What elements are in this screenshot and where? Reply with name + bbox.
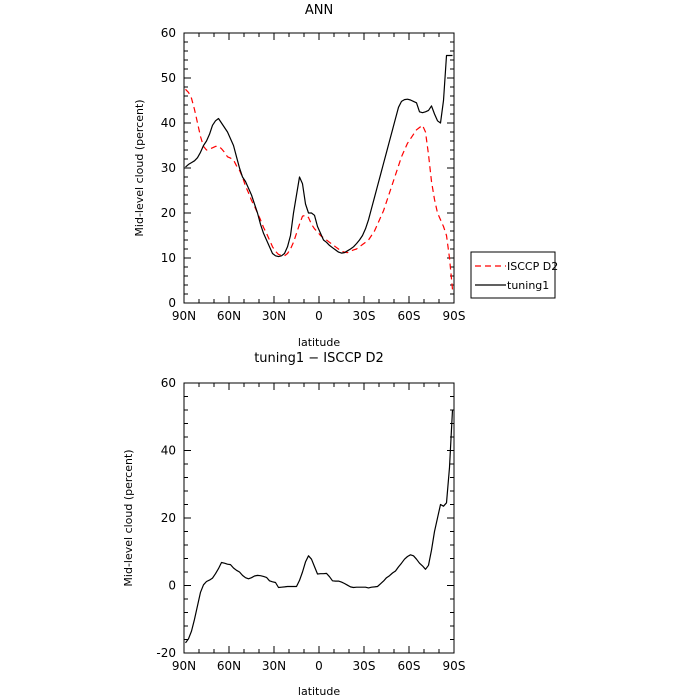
top-y-tick-label: 40 [161,116,176,130]
bottom-x-tick-label: 90S [443,659,466,673]
bottom-chart-ylabel: Mid-level cloud (percent) [122,449,135,586]
bottom-y-tick-label: 40 [161,444,176,458]
bottom-x-tick-label: 30N [262,659,286,673]
bottom-y-tick-label: -20 [156,646,176,660]
top-x-tick-label: 90S [443,309,466,323]
bottom-x-tick-label: 0 [315,659,323,673]
bottom-series-line-difference [186,410,453,643]
bottom-y-tick-label: 20 [161,511,176,525]
top-x-tick-label: 30N [262,309,286,323]
legend-label-tuning1: tuning1 [507,279,549,292]
top-x-tick-label: 90N [172,309,196,323]
legend-label-isccp-d2: ISCCP D2 [507,260,558,273]
top-x-tick-label: 60N [217,309,241,323]
top-y-tick-label: 10 [161,251,176,265]
bottom-x-tick-label: 30S [353,659,376,673]
top-y-tick-label: 30 [161,161,176,175]
bottom-x-tick-label: 60N [217,659,241,673]
bottom-chart-ticks: 90N 60N 30N 0 30S 60S 90S -20 0 20 40 60 [156,376,465,673]
top-y-tick-label: 50 [161,71,176,85]
top-series-line-tuning1 [186,56,453,257]
bottom-chart-series-lines [186,410,453,643]
top-y-tick-label: 20 [161,206,176,220]
bottom-chart-panel: tuning1 − ISCCP D2 90N 60N 30N 0 30S 60S 90S -2… [122,351,465,698]
top-y-tick-label: 60 [161,26,176,40]
top-chart-series-lines [186,56,453,290]
bottom-x-tick-label: 60S [398,659,421,673]
bottom-x-tick-label: 90N [172,659,196,673]
top-x-tick-label: 0 [315,309,323,323]
top-chart-panel: ANN 90N 60N 30N 0 30S 60S 90S 0 10 20 30 40 50 60 lat… [133,3,558,349]
legend: ISCCP D2 tuning1 [471,252,558,298]
bottom-y-tick-label: 60 [161,376,176,390]
top-chart-ylabel: Mid-level cloud (percent) [133,99,146,236]
top-series-line-isccp-d2 [186,89,453,289]
top-x-tick-label: 60S [398,309,421,323]
top-y-tick-label: 0 [168,296,176,310]
top-chart-xlabel: latitude [298,336,340,349]
bottom-chart-xlabel: latitude [298,685,340,698]
bottom-plot-frame [184,383,454,653]
bottom-chart-title: tuning1 − ISCCP D2 [254,351,384,366]
top-chart-title: ANN [305,3,333,18]
top-chart-ticks: 90N 60N 30N 0 30S 60S 90S 0 10 20 30 40 50 60 [161,26,466,323]
top-plot-frame [184,33,454,303]
bottom-y-tick-label: 0 [168,579,176,593]
top-x-tick-label: 30S [353,309,376,323]
